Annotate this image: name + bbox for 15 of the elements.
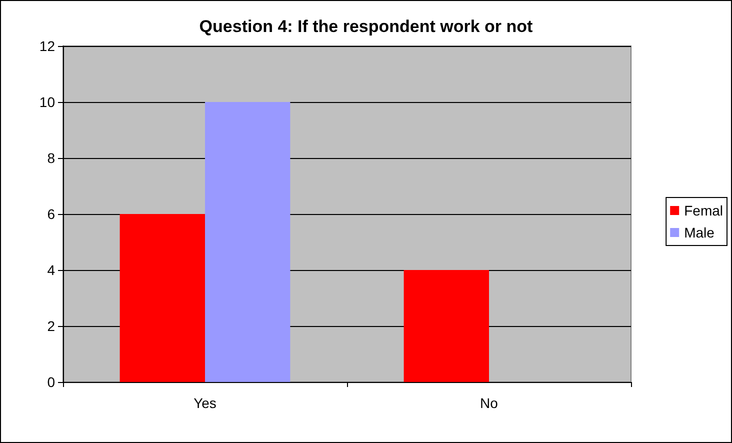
chart-title: Question 4: If the respondent work or not — [199, 17, 534, 36]
y-tick-label: 8 — [47, 150, 56, 166]
legend-label: Male — [684, 224, 715, 240]
x-tick-label: No — [480, 395, 498, 411]
bar — [205, 102, 290, 382]
bar — [120, 214, 205, 382]
x-tick-label: Yes — [194, 395, 216, 411]
bar — [404, 270, 489, 382]
y-tick-label: 12 — [39, 38, 56, 54]
y-tick-label: 4 — [47, 262, 56, 278]
legend-label: Femal — [684, 202, 724, 218]
y-tick-label: 6 — [47, 206, 56, 222]
y-tick-label: 0 — [47, 374, 56, 390]
y-tick-label: 10 — [39, 94, 56, 110]
y-tick-label: 2 — [47, 318, 56, 334]
